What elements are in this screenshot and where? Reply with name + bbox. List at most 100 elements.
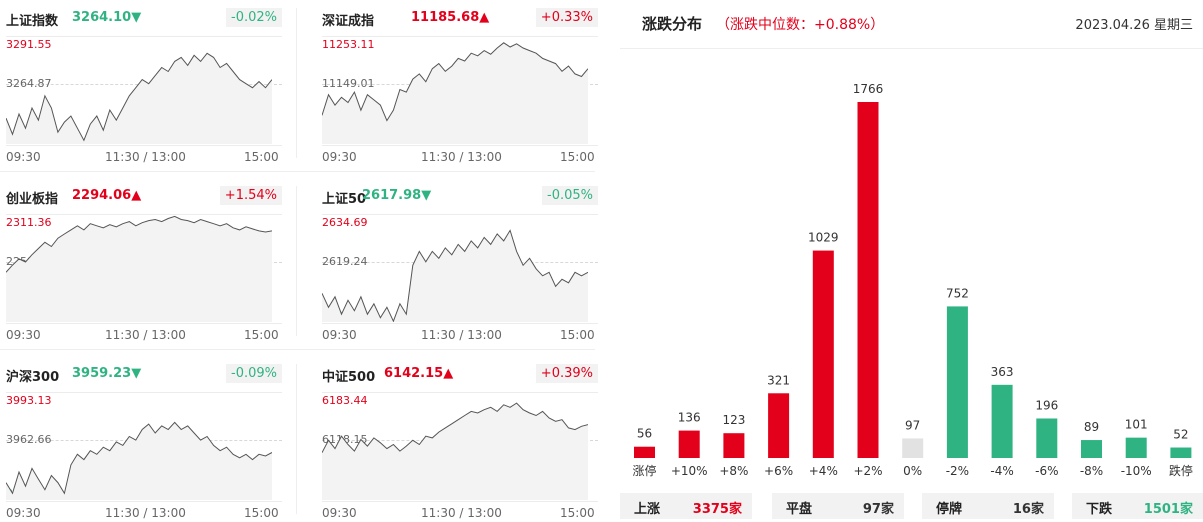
index-name: 深证成指 <box>322 14 375 29</box>
index-value: 2617.98▼ <box>362 188 432 203</box>
distribution-bar[interactable] <box>1170 447 1192 458</box>
summary-label: 停牌 <box>936 502 963 517</box>
distribution-chart: 56 涨停 136 +10% 123 +8% 321 +6% 1029 +4% 1766 +2% 97 0… <box>632 82 1193 478</box>
category-label: +6% <box>764 464 793 478</box>
index-value: 6142.15▲ <box>384 366 454 381</box>
summary-unit: 家 <box>880 502 894 517</box>
price-line <box>322 42 588 122</box>
intraday-line-chart <box>322 229 588 322</box>
category-label: -10% <box>1121 464 1152 478</box>
distribution-bar[interactable] <box>857 102 879 458</box>
index-name: 上证指数 <box>6 14 59 29</box>
change-badge: +0.39% <box>535 364 598 383</box>
y-tick-high: 2311.36 <box>6 216 52 229</box>
divider <box>0 349 595 350</box>
trend-arrow-icon: ▲ <box>443 366 454 381</box>
trade-date: 2023.04.26 星期三 <box>1075 18 1193 33</box>
y-tick-mid: 2619.24 <box>322 255 368 268</box>
change-badge: -0.05% <box>542 186 598 205</box>
x-tick: 09:30 <box>6 150 41 164</box>
x-tick: 15:00 <box>244 150 279 164</box>
summary-unit: 家 <box>1179 502 1193 517</box>
index-panel[interactable]: 沪深3003959.23▼-0.09%3993.133962.663932.20… <box>0 356 290 522</box>
summary-count: 1501家 <box>1144 498 1193 517</box>
x-tick: 15:00 <box>560 150 595 164</box>
bar-value-label: 101 <box>1125 418 1148 432</box>
category-label: -4% <box>990 464 1013 478</box>
price-line <box>6 215 272 273</box>
index-name: 上证50 <box>322 192 367 207</box>
bar-value-label: 89 <box>1084 420 1099 434</box>
change-badge: -0.02% <box>226 8 282 27</box>
bar-value-label: 1766 <box>853 82 884 96</box>
bar-value-label: 52 <box>1173 428 1188 442</box>
intraday-line-chart <box>6 52 272 144</box>
trend-arrow-icon: ▲ <box>479 10 490 25</box>
distribution-bar[interactable] <box>768 393 790 458</box>
category-label: 跌停 <box>1169 463 1193 478</box>
distribution-bar[interactable] <box>634 446 655 458</box>
distribution-section: 涨跌分布 （涨跌中位数：+0.88%） 2023.04.26 星期三 56 涨停 1… <box>620 0 1203 522</box>
intraday-line-chart <box>322 402 588 500</box>
price-line <box>322 229 588 322</box>
distribution-bar[interactable] <box>1125 437 1147 458</box>
summary-label: 平盘 <box>786 502 813 517</box>
y-tick-mid: 6118.15 <box>322 433 368 446</box>
distribution-bar[interactable] <box>946 306 968 458</box>
distribution-bar[interactable] <box>812 250 834 458</box>
summary-count: 3375家 <box>693 498 742 517</box>
summary-item: 停牌 16家 <box>922 493 1054 519</box>
index-value: 3264.10▼ <box>72 10 142 25</box>
index-panel[interactable]: 创业板指2294.06▲+1.54%2311.362259.202207.030… <box>0 178 290 348</box>
x-tick: 11:30 / 13:00 <box>421 328 502 342</box>
change-badge: +1.54% <box>219 186 282 205</box>
distribution-bar[interactable] <box>678 430 700 458</box>
bar-value-label: 97 <box>905 418 920 432</box>
distribution-title: 涨跌分布 <box>642 15 703 33</box>
category-label: -8% <box>1080 464 1103 478</box>
distribution-bar[interactable] <box>723 433 745 458</box>
summary-value: 16 <box>1012 502 1031 517</box>
distribution-bar[interactable] <box>1036 418 1058 458</box>
bar-value-label: 752 <box>946 286 969 300</box>
distribution-bar[interactable] <box>902 438 924 458</box>
index-value: 3959.23▼ <box>72 366 142 381</box>
distribution-bar[interactable] <box>1081 440 1102 458</box>
trend-arrow-icon: ▼ <box>131 366 142 381</box>
index-value: 2294.06▲ <box>72 188 142 203</box>
intraday-line-chart <box>6 215 272 322</box>
y-tick-mid: 3264.87 <box>6 77 52 90</box>
category-label: +10% <box>671 464 708 478</box>
x-tick: 15:00 <box>244 506 279 520</box>
category-label: +8% <box>719 464 748 478</box>
y-tick-mid: 11149.01 <box>322 77 375 90</box>
y-tick-high: 3291.55 <box>6 38 52 51</box>
price-line <box>6 421 272 495</box>
bar-value-label: 196 <box>1035 398 1058 412</box>
x-tick: 11:30 / 13:00 <box>421 150 502 164</box>
price-line <box>6 52 272 142</box>
price-line <box>322 402 588 453</box>
price-area <box>322 403 588 500</box>
price-area <box>6 216 272 322</box>
change-badge: +0.33% <box>535 8 598 27</box>
index-name: 中证500 <box>322 370 376 385</box>
index-panels: 上证指数3264.10▼-0.02%3291.553264.873238.190… <box>0 0 600 522</box>
bar-value-label: 56 <box>637 427 652 441</box>
index-name: 沪深300 <box>6 370 60 385</box>
index-panel[interactable]: 深证成指11185.68▲+0.33%11253.1111149.0111044… <box>316 0 606 170</box>
bar-value-label: 363 <box>991 365 1014 379</box>
index-panel[interactable]: 中证5006142.15▲+0.39%6183.446118.156052.86… <box>316 356 606 522</box>
index-panel[interactable]: 上证指数3264.10▼-0.02%3291.553264.873238.190… <box>0 0 290 170</box>
index-panel[interactable]: 上证502617.98▼-0.05%2634.692619.242603.780… <box>316 178 606 348</box>
intraday-line-chart <box>322 42 588 144</box>
index-name: 创业板指 <box>6 192 59 207</box>
x-tick: 11:30 / 13:00 <box>421 506 502 520</box>
x-tick: 11:30 / 13:00 <box>105 506 186 520</box>
index-value: 11185.68▲ <box>411 10 490 25</box>
summary-label: 上涨 <box>634 502 661 517</box>
x-tick: 11:30 / 13:00 <box>105 150 186 164</box>
category-label: 0% <box>903 464 922 478</box>
distribution-bar[interactable] <box>991 384 1013 458</box>
trend-arrow-icon: ▼ <box>131 10 142 25</box>
